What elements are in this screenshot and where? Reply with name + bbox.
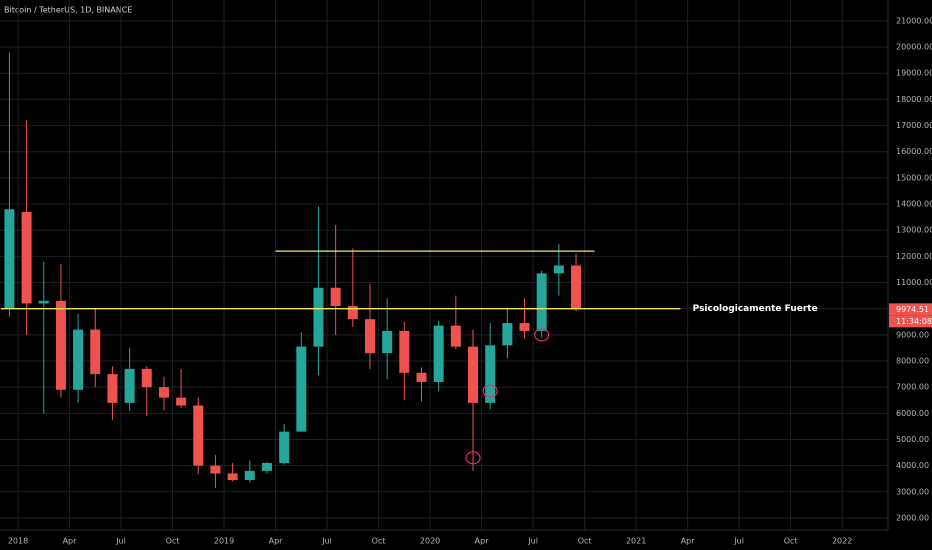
candle-body	[193, 405, 204, 466]
x-tick-label: 2021	[626, 537, 646, 546]
y-tick-label: 3000.00	[896, 487, 929, 496]
annotation: Psicologicamente Fuerte	[693, 304, 818, 314]
candle-body	[347, 306, 358, 320]
y-tick-label: 5000.00	[896, 435, 929, 444]
candle-body	[313, 287, 324, 347]
candle-body	[4, 209, 15, 309]
candle-body	[468, 346, 479, 403]
candle-body	[330, 287, 341, 307]
candle-body	[536, 273, 547, 331]
candle-body	[416, 372, 427, 382]
chart-title: Bitcoin / TetherUS, 1D, BINANCE	[4, 6, 132, 15]
y-tick-label: 14000.00	[896, 200, 932, 209]
candle-body	[244, 470, 255, 481]
x-tick-label: 2019	[214, 537, 234, 546]
candle-body	[90, 329, 101, 375]
candle-body	[227, 473, 238, 481]
x-tick-label: 2018	[8, 537, 28, 546]
y-tick-label: 12000.00	[896, 252, 932, 261]
candle-body	[73, 329, 84, 390]
candle-body	[382, 330, 393, 354]
candle-body	[38, 300, 49, 304]
x-tick-label: Apr	[681, 537, 696, 546]
candle-body	[364, 319, 375, 354]
candle-body	[450, 325, 461, 347]
y-tick-label: 13000.00	[896, 226, 932, 235]
circle-annotation	[482, 384, 498, 398]
candle-body	[296, 346, 307, 432]
y-tick-label: 21000.00	[896, 16, 932, 25]
x-tick-label: Jul	[115, 537, 126, 546]
x-tick-label: Oct	[784, 537, 798, 546]
y-tick-label: 15000.00	[896, 173, 932, 182]
last-price-label: 9974.51	[896, 305, 929, 314]
y-tick-label: 6000.00	[896, 409, 929, 418]
x-tick-label: 2020	[420, 537, 440, 546]
y-tick-label: 18000.00	[896, 95, 932, 104]
candle-body	[279, 431, 290, 464]
y-tick-label: 8000.00	[896, 357, 929, 366]
candle-body	[210, 465, 221, 474]
x-tick-label: Jul	[733, 537, 744, 546]
candle-body	[124, 368, 135, 403]
candle-body	[158, 387, 169, 398]
candle-body	[141, 368, 152, 388]
y-tick-label: 9000.00	[896, 330, 929, 339]
y-tick-label: 16000.00	[896, 147, 932, 156]
candle-body	[261, 463, 272, 471]
candle-body	[571, 265, 582, 310]
x-tick-label: Jul	[527, 537, 538, 546]
x-tick-label: Apr	[475, 537, 490, 546]
candle-body	[519, 323, 530, 331]
y-tick-label: 11000.00	[896, 278, 932, 287]
candle-body	[399, 330, 410, 373]
countdown-box	[889, 315, 932, 328]
x-tick-label: 2022	[832, 537, 852, 546]
candle-body	[485, 345, 496, 403]
candle-body	[176, 397, 187, 406]
x-tick-label: Oct	[372, 537, 386, 546]
candle-body	[502, 323, 513, 346]
last-price-box	[889, 303, 932, 316]
circle-annotation	[465, 451, 481, 465]
circle-annotation	[534, 328, 550, 342]
x-tick-label: Oct	[578, 537, 592, 546]
x-tick-label: Apr	[63, 537, 78, 546]
candle-body	[553, 265, 564, 274]
candle-body	[21, 211, 32, 304]
y-tick-label: 17000.00	[896, 121, 932, 130]
x-tick-label: Jul	[321, 537, 332, 546]
countdown-label: 11:34:08	[896, 317, 932, 326]
y-tick-label: 19000.00	[896, 69, 932, 78]
y-tick-label: 2000.00	[896, 513, 929, 522]
candle-body	[55, 300, 66, 390]
y-tick-label: 4000.00	[896, 461, 929, 470]
candle-body	[433, 325, 444, 382]
candle-body	[107, 374, 118, 403]
y-tick-label: 20000.00	[896, 43, 932, 52]
x-tick-label: Apr	[269, 537, 284, 546]
y-tick-label: 7000.00	[896, 383, 929, 392]
x-tick-label: Oct	[166, 537, 180, 546]
